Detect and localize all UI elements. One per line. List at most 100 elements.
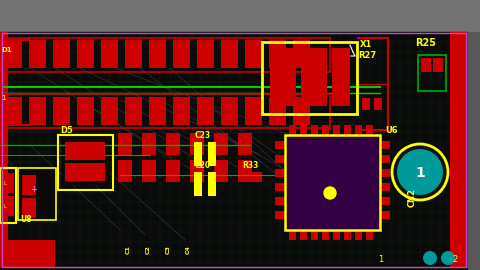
Bar	[2, 196, 14, 216]
Bar	[53, 97, 70, 125]
Bar	[275, 169, 285, 177]
Bar	[344, 125, 351, 135]
Bar	[142, 133, 156, 155]
Bar	[450, 32, 468, 268]
Bar	[362, 98, 370, 110]
Text: 2: 2	[452, 255, 457, 264]
Bar	[301, 48, 327, 106]
Bar	[421, 58, 431, 72]
Bar	[293, 97, 310, 125]
Bar	[18, 168, 56, 220]
Bar	[194, 172, 202, 196]
Bar	[194, 142, 202, 166]
Circle shape	[441, 251, 455, 265]
Bar	[221, 40, 238, 68]
Text: CN2: CN2	[408, 188, 417, 207]
Bar	[2, 173, 14, 193]
Text: L: L	[3, 181, 6, 186]
Text: 1: 1	[415, 166, 425, 180]
Text: U8: U8	[20, 215, 32, 224]
Bar	[0, 94, 330, 128]
Bar	[190, 133, 204, 155]
Bar	[149, 40, 166, 68]
Bar	[262, 42, 357, 114]
Bar	[380, 197, 390, 205]
Circle shape	[392, 144, 448, 200]
Bar	[65, 142, 105, 160]
Text: 1: 1	[378, 255, 383, 264]
Bar	[275, 197, 285, 205]
Text: R25: R25	[415, 38, 436, 48]
Bar	[149, 97, 166, 125]
Bar	[238, 133, 252, 155]
Text: L: L	[3, 204, 6, 209]
Bar	[275, 211, 285, 219]
Bar	[0, 32, 468, 270]
Bar	[29, 97, 46, 125]
Text: R27: R27	[358, 51, 376, 60]
Text: C1: C1	[125, 245, 131, 254]
Bar	[197, 40, 214, 68]
Bar	[5, 40, 22, 68]
Bar	[166, 133, 180, 155]
Text: U6: U6	[385, 126, 397, 135]
Text: +: +	[30, 185, 37, 194]
Bar	[285, 135, 380, 230]
Circle shape	[423, 251, 437, 265]
Bar	[58, 135, 113, 190]
Bar	[0, 32, 8, 268]
Bar	[0, 240, 55, 268]
Bar	[293, 40, 310, 68]
Bar	[173, 40, 190, 68]
Bar	[208, 142, 216, 166]
Circle shape	[324, 187, 336, 199]
Text: X1: X1	[360, 40, 372, 49]
Bar	[380, 169, 390, 177]
Bar	[173, 97, 190, 125]
Bar	[300, 125, 307, 135]
Bar	[311, 230, 318, 240]
Bar	[322, 125, 329, 135]
Text: C20: C20	[195, 161, 211, 170]
Bar	[77, 40, 94, 68]
Bar	[333, 125, 340, 135]
Bar	[5, 97, 22, 125]
Bar	[197, 97, 214, 125]
Text: C3: C3	[166, 245, 170, 254]
Bar	[270, 48, 296, 106]
Text: C2: C2	[145, 245, 151, 254]
Bar	[101, 40, 118, 68]
Text: 1: 1	[1, 95, 5, 101]
Bar	[332, 48, 350, 106]
Bar	[0, 168, 16, 223]
Bar	[65, 163, 105, 181]
Bar	[311, 125, 318, 135]
Bar	[289, 230, 296, 240]
Bar	[380, 141, 390, 149]
Bar	[22, 198, 36, 218]
Bar	[275, 141, 285, 149]
Bar	[190, 160, 204, 182]
Bar	[355, 125, 362, 135]
Bar	[221, 97, 238, 125]
Bar	[142, 160, 156, 182]
Bar	[245, 40, 262, 68]
Bar	[322, 230, 329, 240]
Bar	[333, 230, 340, 240]
Bar	[418, 55, 446, 91]
Circle shape	[397, 149, 443, 195]
Bar	[289, 125, 296, 135]
Bar	[300, 230, 307, 240]
Bar	[366, 125, 373, 135]
Text: C4: C4	[185, 245, 191, 254]
Bar	[275, 183, 285, 191]
Bar	[166, 160, 180, 182]
Bar	[29, 40, 46, 68]
Bar	[77, 97, 94, 125]
Bar	[62, 138, 110, 186]
Bar	[275, 155, 285, 163]
Bar	[125, 40, 142, 68]
Bar	[208, 172, 216, 196]
Bar	[374, 98, 382, 110]
Bar	[240, 172, 262, 182]
